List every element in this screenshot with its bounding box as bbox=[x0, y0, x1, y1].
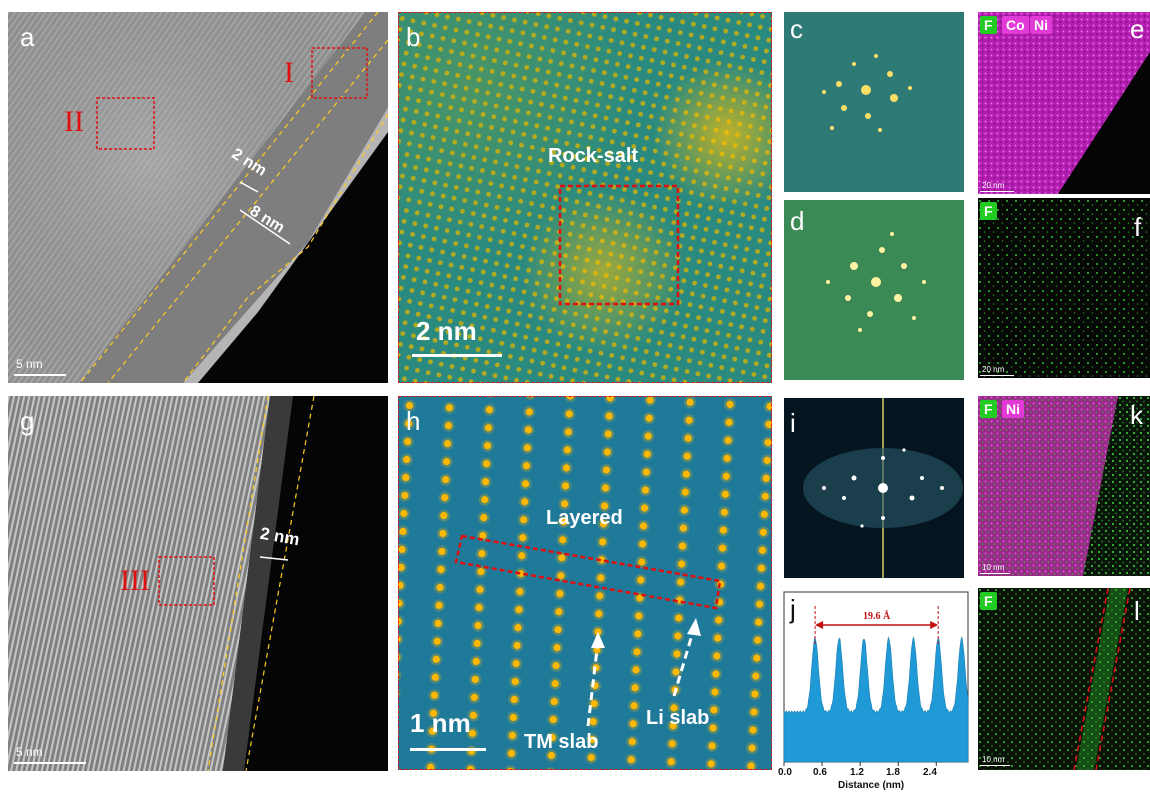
scale-bar-g bbox=[14, 762, 86, 764]
scale-bar-l bbox=[980, 765, 1010, 766]
profile-annotation: 19.6 Å bbox=[863, 610, 891, 622]
panel-l-map bbox=[978, 588, 1150, 770]
region-III-label: III bbox=[120, 564, 150, 597]
scale-label-h: 1 nm bbox=[410, 708, 471, 738]
panel-i: i bbox=[784, 398, 964, 578]
scale-bar-k bbox=[980, 573, 1010, 574]
panel-a: a I II 2 nm 8 nm 5 nm bbox=[8, 12, 388, 383]
scale-label-b: 2 nm bbox=[416, 316, 477, 346]
panel-b: b Rock-salt 2 nm bbox=[398, 12, 772, 383]
panel-i-label: i bbox=[790, 408, 796, 438]
panel-d: d bbox=[784, 200, 964, 380]
panel-b-image bbox=[398, 12, 772, 383]
tick-0: 0.0 bbox=[778, 767, 792, 778]
scale-label-e: 20 nm bbox=[982, 181, 1005, 190]
panel-a-label: a bbox=[20, 22, 35, 52]
tag-Co-e: Co bbox=[1002, 16, 1029, 34]
region-II-label: II bbox=[64, 105, 84, 138]
panel-g: g III 2 nm 5 nm bbox=[8, 396, 388, 771]
panel-c-label: c bbox=[790, 14, 803, 44]
scale-label-a: 5 nm bbox=[16, 357, 43, 371]
panel-i-fft bbox=[784, 398, 964, 578]
panel-a-image bbox=[8, 12, 388, 383]
panel-g-label: g bbox=[20, 406, 35, 436]
panel-e-label: e bbox=[1130, 14, 1145, 44]
scale-label-k: 10 nm bbox=[982, 563, 1005, 572]
tag-F-e: F bbox=[980, 16, 997, 34]
layered-label: Layered bbox=[546, 507, 623, 529]
rock-salt-label: Rock-salt bbox=[548, 145, 639, 167]
panel-e-map bbox=[978, 12, 1150, 194]
scale-label-l: 10 nm bbox=[982, 755, 1005, 764]
scale-bar-f bbox=[980, 375, 1014, 376]
panel-k: F Ni k 10 nm bbox=[978, 396, 1150, 576]
panel-l: F l 10 nm bbox=[978, 588, 1150, 770]
tag-F-f: F bbox=[980, 202, 997, 220]
panel-b-label: b bbox=[406, 22, 421, 52]
scale-bar-a bbox=[14, 374, 66, 376]
panel-k-label: k bbox=[1130, 400, 1143, 430]
panel-c: c bbox=[784, 12, 964, 192]
scale-label-f: 20 nm bbox=[982, 365, 1005, 374]
panel-f-map bbox=[978, 198, 1150, 378]
scale-bar-h bbox=[410, 748, 486, 751]
profile-arrowhead-right bbox=[930, 621, 939, 629]
panel-l-label: l bbox=[1134, 596, 1140, 626]
panel-d-fft bbox=[784, 200, 964, 380]
profile-chart: 19.6 Å bbox=[783, 591, 969, 766]
profile-arrowhead-left bbox=[815, 621, 824, 629]
tag-Ni-k: Ni bbox=[1002, 400, 1024, 418]
region-I-label: I bbox=[284, 56, 294, 89]
tick-4: 2.4 bbox=[923, 767, 937, 778]
tm-slab-label: TM slab bbox=[524, 731, 599, 753]
li-slab-label: Li slab bbox=[646, 707, 710, 729]
panel-h-label: h bbox=[406, 406, 421, 436]
scale-bar-e bbox=[980, 191, 1014, 192]
panel-e: F Co Ni e 20 nm bbox=[978, 12, 1150, 194]
panel-h: h Layered TM slab Li slab 1 nm bbox=[398, 396, 772, 770]
tag-F-l: F bbox=[980, 592, 997, 610]
panel-f: F f 20 nm bbox=[978, 198, 1150, 378]
tag-F-k: F bbox=[980, 400, 997, 418]
scale-label-g: 5 nm bbox=[16, 745, 43, 759]
tag-Ni-e: Ni bbox=[1030, 16, 1052, 34]
panel-d-label: d bbox=[790, 206, 805, 236]
profile-ticks bbox=[783, 762, 937, 766]
panel-j-label: j bbox=[790, 594, 796, 624]
panel-j: 19.6 Å j 0.0 0.6 1.2 1.8 2.4 Distance (n… bbox=[778, 588, 972, 793]
panel-k-map bbox=[978, 396, 1150, 576]
panel-f-label: f bbox=[1134, 212, 1142, 242]
x-axis-label: Distance (nm) bbox=[838, 780, 905, 791]
panel-g-image bbox=[8, 396, 388, 771]
scale-bar-b bbox=[412, 354, 502, 357]
panel-c-fft bbox=[784, 12, 964, 192]
tick-1: 0.6 bbox=[813, 767, 827, 778]
panel-h-image bbox=[398, 396, 772, 770]
tick-3: 1.8 bbox=[886, 767, 900, 778]
tick-2: 1.2 bbox=[850, 767, 864, 778]
